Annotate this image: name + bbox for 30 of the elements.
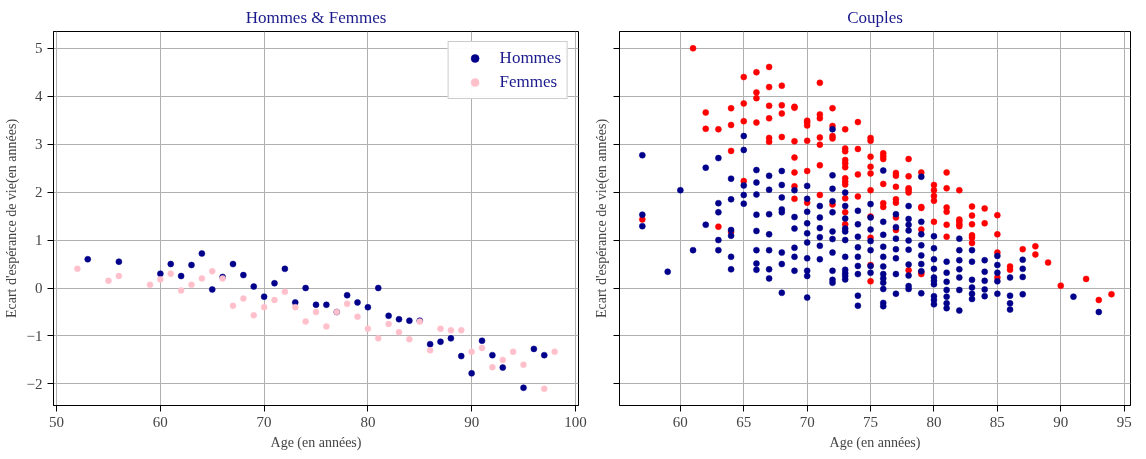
x-tick-label: 90 bbox=[464, 413, 480, 430]
x-axis-title: Age (en années) bbox=[829, 434, 921, 451]
legend-label: Hommes bbox=[499, 48, 561, 68]
y-tick-label: 5 bbox=[35, 40, 43, 57]
chart-title: Couples bbox=[847, 7, 903, 27]
x-tick-label: 50 bbox=[49, 413, 65, 430]
x-tick-label: 75 bbox=[863, 413, 879, 430]
x-tick-label: 60 bbox=[152, 413, 168, 430]
legend-label: Femmes bbox=[499, 72, 558, 92]
y-axis-title: Ecart d'espérance de vie(en années) bbox=[593, 118, 610, 319]
x-tick-label: 70 bbox=[799, 413, 815, 430]
x-tick-label: 90 bbox=[1053, 413, 1069, 430]
y-tick-label: −2 bbox=[26, 375, 43, 392]
x-axis-title: Age (en années) bbox=[270, 434, 362, 451]
y-axis-title: Ecart d'espérance de vie(en années) bbox=[3, 118, 20, 319]
x-tick-label: 70 bbox=[256, 413, 272, 430]
chart-title: Hommes & Femmes bbox=[245, 7, 387, 27]
x-tick-label: 80 bbox=[926, 413, 942, 430]
x-tick-label: 65 bbox=[736, 413, 752, 430]
y-tick-label: 3 bbox=[35, 136, 43, 153]
x-tick-label: 95 bbox=[1116, 413, 1132, 430]
y-tick-label: 4 bbox=[35, 88, 43, 105]
y-tick-label: 2 bbox=[35, 184, 43, 201]
y-tick-label: 1 bbox=[35, 232, 43, 249]
x-tick-label: 60 bbox=[672, 413, 688, 430]
x-tick-label: 85 bbox=[989, 413, 1005, 430]
y-tick-label: 0 bbox=[35, 280, 43, 297]
x-tick-label: 100 bbox=[564, 413, 587, 430]
y-tick-label: −1 bbox=[26, 327, 43, 344]
x-tick-label: 80 bbox=[360, 413, 376, 430]
